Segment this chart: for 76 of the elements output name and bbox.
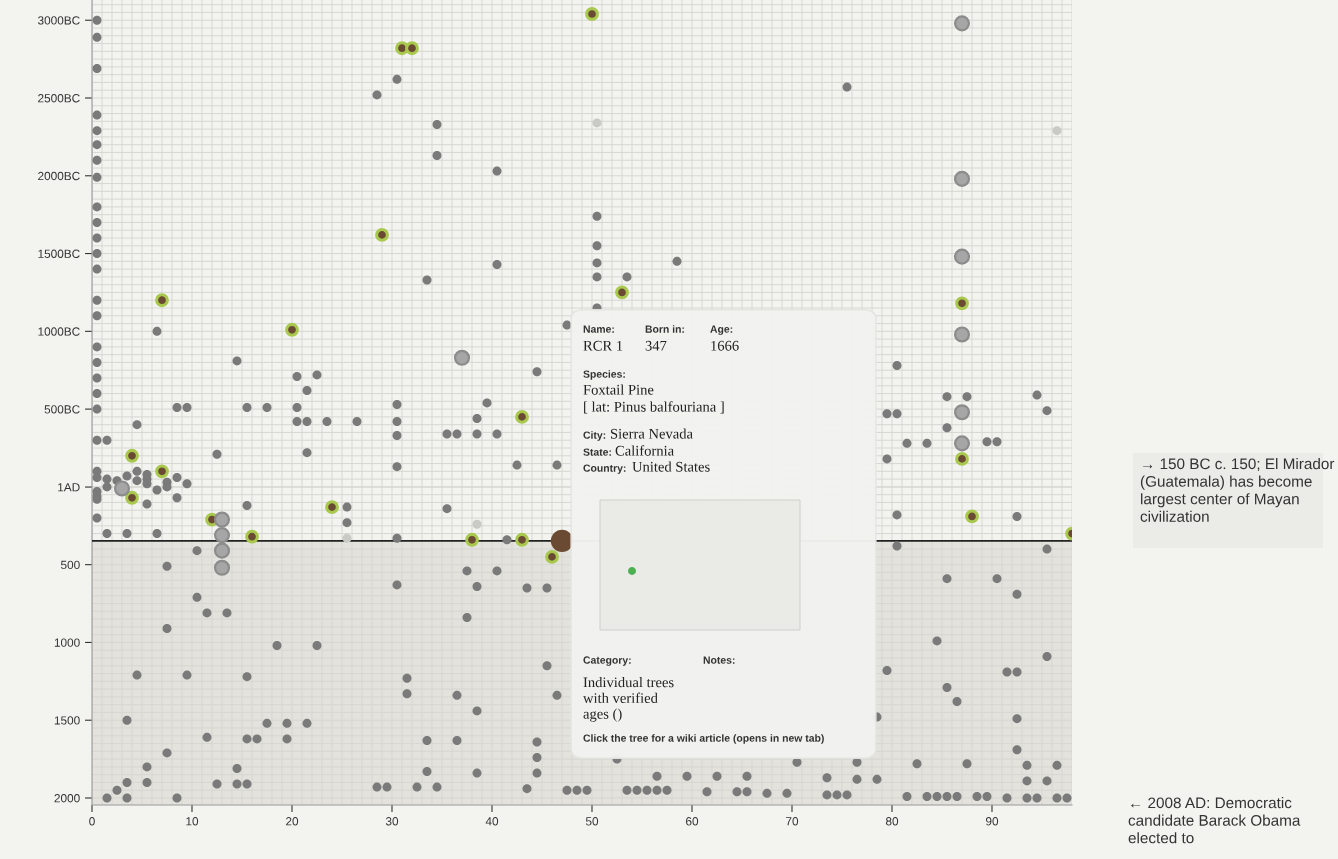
point — [953, 435, 971, 452]
y-tick-label: 500 — [60, 560, 80, 570]
point — [953, 404, 971, 421]
y-tick-label: 2500BC — [38, 94, 80, 103]
annotation: United States — [632, 461, 710, 472]
point — [465, 532, 479, 547]
annotation: Category: — [583, 656, 631, 666]
point — [113, 480, 131, 497]
annotation: City: — [583, 431, 606, 441]
annotation: California — [615, 445, 674, 456]
point — [325, 500, 339, 515]
point — [953, 15, 971, 32]
point — [615, 285, 629, 300]
annotation: [ lat: Pinus balfouriana ] — [584, 401, 724, 414]
annotation: Click the tree for a wiki article (opens in new tab) — [583, 734, 824, 744]
annotation: Species: — [583, 370, 625, 380]
point — [965, 509, 979, 524]
point — [585, 7, 599, 21]
point — [213, 511, 231, 528]
annotation: Individual trees with verified ages () — [583, 677, 674, 722]
point — [155, 464, 169, 479]
annotation: 347 — [645, 340, 667, 351]
annotation: State: — [583, 448, 611, 456]
y-tick-label: 1000BC — [38, 327, 80, 336]
point — [953, 326, 971, 343]
x-tick-label: 90 — [985, 817, 999, 826]
point — [592, 118, 602, 128]
y-tick-label: 1AD — [58, 483, 80, 492]
y-tick-label: 2000 — [54, 794, 80, 803]
point — [545, 549, 559, 564]
point — [955, 451, 969, 466]
point — [472, 519, 482, 529]
point — [125, 448, 139, 463]
annotation: 1666 — [711, 340, 739, 351]
point — [1052, 126, 1062, 136]
x-tick-label: 80 — [885, 817, 899, 826]
y-tick-label: 2000BC — [38, 171, 80, 181]
x-tick-label: 10 — [186, 817, 199, 826]
y-tick-label: 3000BC — [37, 16, 80, 25]
annotation: Foxtail Pine — [583, 384, 654, 395]
point — [375, 227, 389, 242]
y-tick-label: 500BC — [44, 405, 80, 414]
point — [953, 248, 971, 265]
point — [515, 409, 529, 424]
y-tick-label: 1500BC — [38, 249, 80, 258]
x-tick-label: 30 — [385, 817, 399, 826]
x-tick-label: 70 — [786, 817, 799, 826]
point — [342, 533, 352, 543]
y-tick-label: 1500 — [54, 716, 80, 725]
point — [213, 559, 231, 576]
point — [213, 527, 231, 544]
annotation: RCR 1 — [583, 340, 623, 351]
annotation: Sierra Nevada — [610, 428, 693, 439]
annotation: Notes: — [703, 656, 735, 664]
text: → 150 BC c. 150; El Mirador (Guatemala) has become largest center of Mayan civilization — [1140, 458, 1335, 522]
point — [515, 532, 529, 547]
point — [955, 296, 969, 311]
annotation: Born in: — [645, 325, 684, 333]
annotation: Country: — [583, 464, 626, 474]
x-tick-label: 20 — [286, 817, 299, 826]
annotation: Name: — [583, 325, 614, 333]
x-tick-label: 0 — [89, 817, 95, 826]
x-tick-label: 50 — [585, 817, 599, 826]
y-tick-label: 1000 — [54, 638, 80, 647]
point — [213, 542, 231, 559]
annotation: Age: — [710, 325, 733, 335]
point — [405, 41, 419, 56]
point — [285, 322, 299, 337]
x-tick-label: 40 — [485, 817, 499, 826]
point — [953, 170, 971, 187]
point — [125, 490, 139, 505]
point — [245, 529, 259, 544]
x-tick-label: 60 — [686, 817, 699, 826]
point — [155, 293, 169, 308]
text: ← 2008 AD: Democratic candidate Barack Obama elected to — [1128, 797, 1301, 844]
point — [453, 349, 471, 366]
